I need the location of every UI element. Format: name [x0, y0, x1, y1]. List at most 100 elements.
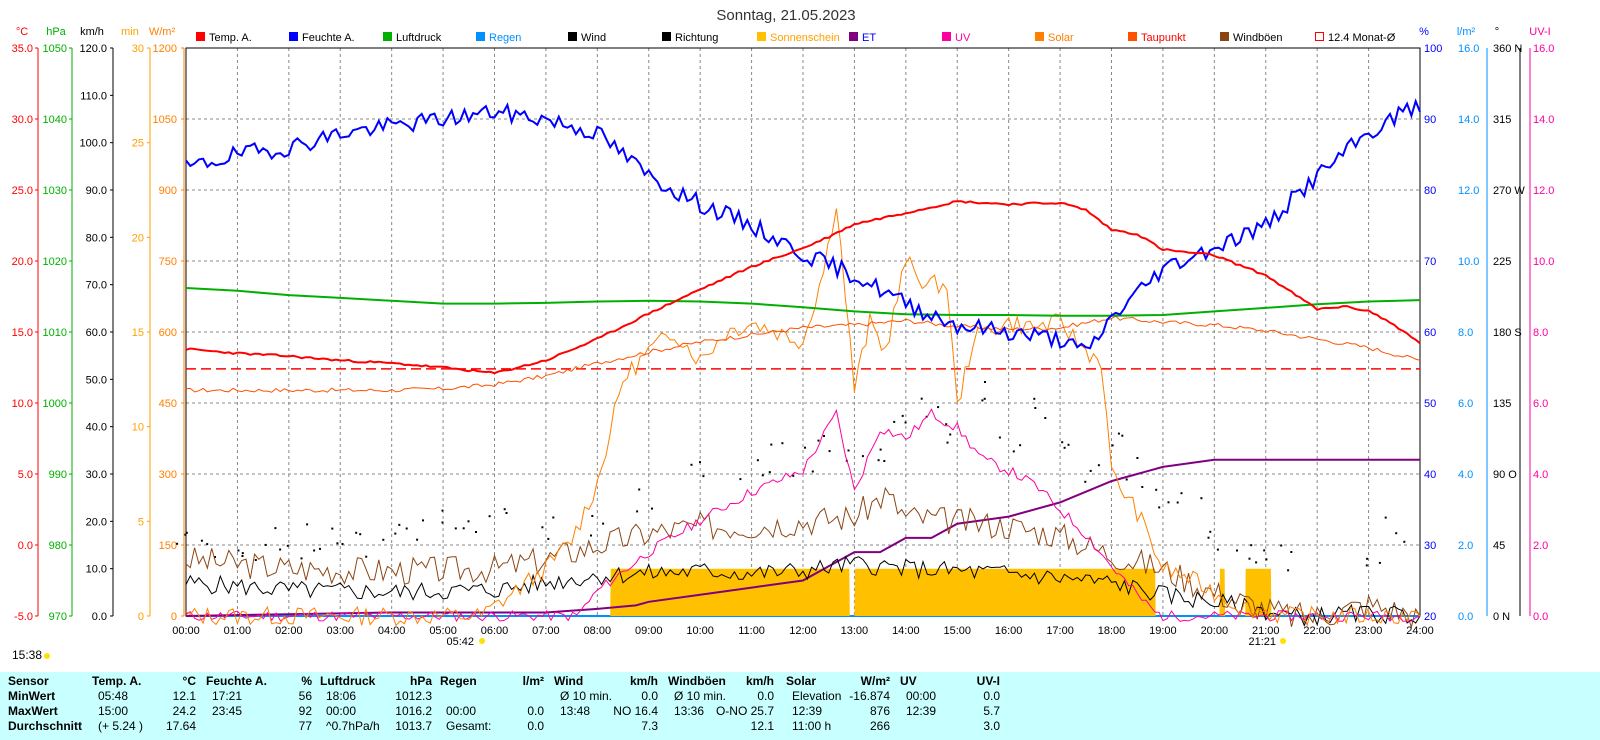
stat-time: 13:48 [560, 704, 591, 718]
direction-series-point [1136, 457, 1139, 459]
stat-value: O-NO 25.7 [715, 704, 774, 718]
stat-time: Elevation [792, 689, 842, 703]
axis-tick-label-right: 80 [1424, 185, 1436, 197]
direction-series-point [462, 527, 465, 530]
direction-series-point [331, 527, 334, 530]
direction-series-point [454, 527, 457, 530]
legend-swatch-humidity [289, 32, 298, 41]
axis-tick-label-left: 750 [159, 256, 177, 268]
x-tick-label: 11:00 [738, 625, 765, 637]
direction-series-point [920, 397, 923, 400]
stat-time: 00:00 [906, 689, 937, 703]
axis-tick-label-right: 4.0 [1533, 469, 1548, 481]
direction-series-point [279, 548, 282, 551]
stat-value: 12.1 [750, 719, 774, 733]
stat-value: 92 [298, 704, 312, 718]
x-tick-label: 21:00 [1252, 625, 1280, 637]
axis-tick-label-right: 20 [1424, 611, 1436, 623]
stat-time: 12:39 [792, 704, 823, 718]
direction-series-point [1117, 432, 1120, 435]
direction-series-point [1084, 480, 1087, 483]
last-update: 15:38 [12, 648, 51, 662]
axis-tick-label-left: 1000 [43, 398, 67, 410]
direction-series-point [441, 521, 444, 524]
chart-title: Sonntag, 21.05.2023 [716, 7, 855, 24]
axis-tick-label-right: 270 W [1493, 185, 1525, 197]
stat-value: 17.64 [165, 719, 196, 733]
direction-series-point [1067, 443, 1070, 446]
stat-time: 18:06 [326, 689, 357, 703]
humidity-series-line [185, 98, 1421, 350]
direction-series-point [690, 463, 693, 466]
x-tick-label: 14:00 [892, 625, 920, 637]
direction-series-point [1089, 469, 1092, 472]
wind-series-line [185, 555, 1421, 627]
axis-tick-label-right: 315 [1493, 114, 1511, 126]
direction-series-point [552, 516, 555, 519]
direction-series-point [590, 534, 592, 537]
stat-value: NO 16.4 [613, 704, 658, 718]
direction-series-point [467, 520, 470, 523]
direction-series-point [1287, 569, 1290, 572]
stat-section-name: Temp. A. [92, 674, 142, 688]
direction-series-point [602, 522, 605, 525]
axis-tick-label-right: 60 [1424, 327, 1436, 339]
direction-series-point [1125, 478, 1128, 481]
axis-tick-label-left: 10 [132, 422, 144, 434]
direction-series-point [441, 509, 444, 512]
solar-series-line [185, 208, 1421, 628]
stat-section-name: Luftdruck [320, 674, 376, 688]
x-tick-label: 16:00 [995, 625, 1023, 637]
stat-value: 876 [869, 704, 890, 718]
axis-tick-label-left: 60.0 [86, 327, 107, 339]
legend-label-humidity: Feuchte A. [302, 32, 355, 44]
pressure-series-line [185, 287, 1421, 317]
direction-series-point [904, 421, 907, 424]
direction-series-point [1403, 540, 1406, 543]
direction-series-point [828, 450, 831, 453]
stat-section-unit: hPa [409, 674, 432, 688]
stat-section-name: Wind [554, 674, 584, 688]
axis-tick-label-left: 5 [138, 516, 144, 528]
stat-section-name: Solar [786, 674, 817, 688]
stat-section-unit: UV-I [976, 674, 1000, 688]
stat-section-name: Windböen [668, 674, 726, 688]
direction-series-point [382, 538, 385, 541]
axis-tick-label-left: 970 [49, 611, 67, 623]
legend-swatch-sunshine [757, 32, 766, 41]
axis-tick-label-left: 0 [171, 611, 177, 623]
direction-series-point [998, 436, 1001, 439]
axis-tick-label-left: 1200 [153, 43, 177, 55]
direction-series-point [1012, 450, 1015, 453]
row-header-max: MaxWert [8, 704, 58, 718]
stat-time: 15:00 [98, 704, 129, 718]
x-tick-label: 10:00 [686, 625, 714, 637]
direction-series-point [636, 510, 639, 513]
direction-series-point [1141, 486, 1144, 488]
axis-tick-label-right: 0 N [1493, 611, 1510, 623]
direction-series-point [1061, 441, 1064, 444]
legend-swatch-et [849, 32, 858, 41]
direction-series-point [883, 460, 886, 462]
direction-series-point [176, 542, 179, 545]
stat-time: ^0.7hPa/h [326, 719, 380, 733]
legend-label-wind: Wind [581, 32, 606, 44]
direction-series-point [505, 512, 508, 514]
axis-tick-label-right: 0.0 [1533, 611, 1548, 623]
stat-section-unit: l/m² [522, 674, 544, 688]
direction-series-point [1167, 501, 1170, 504]
direction-series-point [1180, 492, 1183, 495]
legend-swatch-uv [942, 32, 951, 41]
stat-value: 0.0 [527, 704, 544, 718]
direction-series-point [359, 533, 362, 536]
x-tick-label: 03:00 [326, 625, 354, 637]
stat-section-name: UV [900, 674, 917, 688]
direction-series-point [264, 543, 267, 546]
axis-tick-label-left: 25 [132, 138, 144, 150]
sunset-label: 21:21 [1248, 636, 1276, 648]
direction-series-point [739, 478, 742, 481]
axis-unit-left: °C [16, 26, 28, 38]
axis-tick-label-right: 12.0 [1533, 185, 1554, 197]
legend-label-direction: Richtung [675, 32, 718, 44]
direction-series-point [756, 459, 759, 462]
